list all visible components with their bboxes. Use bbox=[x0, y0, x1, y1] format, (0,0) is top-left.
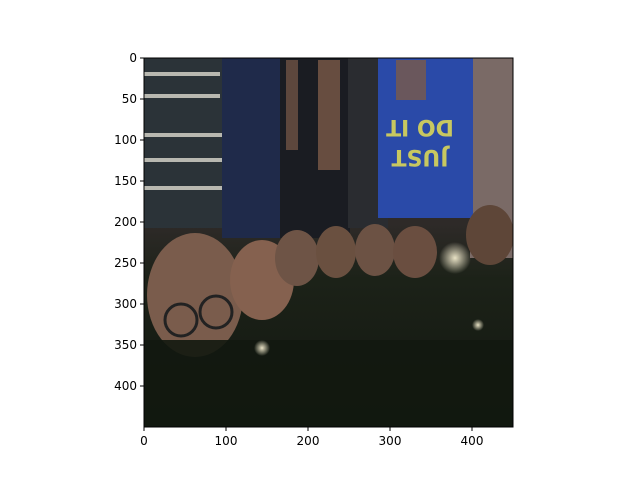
y-tick-label: 250 bbox=[114, 256, 137, 270]
axes-frame bbox=[143, 57, 514, 428]
x-tick-label: 400 bbox=[461, 434, 484, 448]
x-tick-label: 100 bbox=[215, 434, 238, 448]
y-tick-label: 200 bbox=[114, 215, 137, 229]
photo-image: JUST DO IT bbox=[144, 58, 513, 427]
y-tick-label: 350 bbox=[114, 338, 137, 352]
y-tick-label: 50 bbox=[122, 92, 137, 106]
y-tick-label: 100 bbox=[114, 133, 137, 147]
x-tick-label: 0 bbox=[140, 434, 148, 448]
x-tick-label: 300 bbox=[379, 434, 402, 448]
y-axis: 0 50 100 150 200 250 300 350 400 bbox=[114, 51, 144, 393]
y-tick-label: 400 bbox=[114, 379, 137, 393]
svg-text:DO IT: DO IT bbox=[386, 114, 454, 139]
svg-text:JUST: JUST bbox=[392, 144, 451, 169]
y-tick-label: 300 bbox=[114, 297, 137, 311]
y-tick-label: 150 bbox=[114, 174, 137, 188]
y-tick-label: 0 bbox=[129, 51, 137, 65]
x-tick-label: 200 bbox=[297, 434, 320, 448]
x-axis: 0 100 200 300 400 bbox=[140, 427, 483, 448]
